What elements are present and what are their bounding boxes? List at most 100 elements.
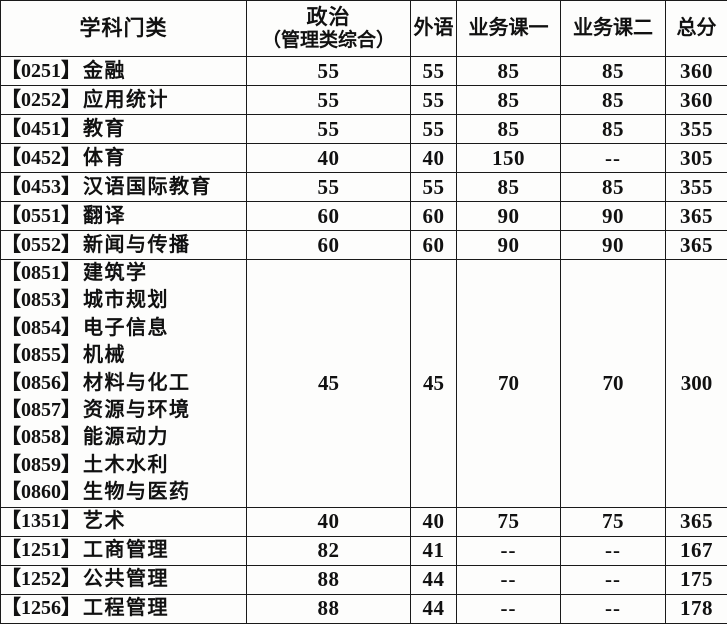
foreign-score: 60 (411, 202, 457, 231)
total-score: 365 (666, 507, 727, 536)
subject-label: 【1351】艺术 (1, 507, 247, 536)
total-score: 360 (666, 86, 727, 115)
foreign-score: 41 (411, 536, 457, 565)
list-item: 【0859】土木水利 (1, 452, 246, 479)
subject-name: 机械 (83, 344, 126, 366)
subject-code: 【0851】 (1, 262, 81, 284)
professional-two-score: 70 (561, 260, 666, 508)
foreign-score: 44 (411, 565, 457, 594)
politics-score: 88 (247, 565, 411, 594)
professional-one-score: 70 (457, 260, 561, 508)
table-row: 【1252】公共管理 88 44 -- -- 175 (1, 565, 727, 594)
subject-name: 体育 (83, 147, 126, 169)
table-row: 【0252】应用统计 55 55 85 85 360 (1, 86, 727, 115)
subject-label: 【0451】教育 (1, 115, 247, 144)
header-professional-one: 业务课一 (457, 1, 561, 57)
subject-label: 【1256】工程管理 (1, 594, 247, 623)
professional-two-score: -- (561, 144, 666, 173)
professional-two-score: 85 (561, 115, 666, 144)
subject-code: 【0251】 (1, 60, 81, 82)
foreign-score: 55 (411, 57, 457, 86)
subject-name: 工程管理 (83, 597, 169, 619)
subject-code: 【0855】 (1, 344, 81, 366)
professional-two-score: 85 (561, 86, 666, 115)
politics-score: 55 (247, 86, 411, 115)
subject-code: 【0252】 (1, 89, 81, 111)
politics-score: 82 (247, 536, 411, 565)
subject-code: 【1251】 (1, 539, 81, 561)
subject-name: 应用统计 (83, 89, 169, 111)
foreign-score: 40 (411, 507, 457, 536)
professional-two-score: -- (561, 594, 666, 623)
subject-code: 【0860】 (1, 481, 81, 503)
politics-score: 60 (247, 231, 411, 260)
table-row: 【0552】新闻与传播 60 60 90 90 365 (1, 231, 727, 260)
politics-score: 88 (247, 594, 411, 623)
total-score: 360 (666, 57, 727, 86)
subject-label: 【0552】新闻与传播 (1, 231, 247, 260)
professional-two-score: 90 (561, 202, 666, 231)
header-row: 学科门类 政治 （管理类综合） 外语 业务课一 业务课二 总分 (1, 1, 727, 57)
politics-score: 45 (247, 260, 411, 508)
politics-score: 55 (247, 173, 411, 202)
table-body: 【0251】金融 55 55 85 85 360 【0252】应用统计 55 5… (1, 57, 727, 624)
politics-score: 40 (247, 507, 411, 536)
table-row: 【1251】工商管理 82 41 -- -- 167 (1, 536, 727, 565)
header-total-score: 总分 (666, 1, 727, 57)
header-politics-main: 政治 (307, 5, 351, 29)
professional-one-score: 90 (457, 231, 561, 260)
foreign-score: 44 (411, 594, 457, 623)
merged-subject-list: 【0851】建筑学 【0853】城市规划 【0854】电子信息 【0855】机械… (1, 260, 247, 508)
professional-one-score: 85 (457, 173, 561, 202)
subject-name: 城市规划 (83, 289, 169, 311)
subject-code: 【0857】 (1, 399, 81, 421)
subject-code: 【0551】 (1, 205, 81, 227)
foreign-score: 55 (411, 115, 457, 144)
subject-label: 【0251】金融 (1, 57, 247, 86)
total-score: 178 (666, 594, 727, 623)
list-item: 【0860】生物与医药 (1, 479, 246, 506)
discipline-list: 【0851】建筑学 【0853】城市规划 【0854】电子信息 【0855】机械… (1, 260, 246, 507)
subject-name: 资源与环境 (83, 399, 191, 421)
professional-one-score: -- (457, 565, 561, 594)
foreign-score: 55 (411, 173, 457, 202)
subject-name: 材料与化工 (83, 372, 191, 394)
table-row: 【0451】教育 55 55 85 85 355 (1, 115, 727, 144)
list-item: 【0856】材料与化工 (1, 370, 246, 397)
total-score: 300 (666, 260, 727, 508)
subject-code: 【0853】 (1, 289, 81, 311)
subject-label: 【1251】工商管理 (1, 536, 247, 565)
total-score: 365 (666, 202, 727, 231)
foreign-score: 60 (411, 231, 457, 260)
subject-code: 【0552】 (1, 234, 81, 256)
total-score: 365 (666, 231, 727, 260)
table-row: 【0452】体育 40 40 150 -- 305 (1, 144, 727, 173)
subject-name: 土木水利 (83, 454, 169, 476)
total-score: 355 (666, 173, 727, 202)
subject-code: 【0858】 (1, 426, 81, 448)
table-row: 【0251】金融 55 55 85 85 360 (1, 57, 727, 86)
table-row: 【1256】工程管理 88 44 -- -- 178 (1, 594, 727, 623)
subject-code: 【0859】 (1, 454, 81, 476)
professional-one-score: -- (457, 536, 561, 565)
politics-score: 60 (247, 202, 411, 231)
list-item: 【0853】城市规划 (1, 287, 246, 314)
subject-code: 【0453】 (1, 176, 81, 198)
foreign-score: 40 (411, 144, 457, 173)
foreign-score: 45 (411, 260, 457, 508)
subject-name: 翻译 (83, 205, 126, 227)
subject-name: 工商管理 (83, 539, 169, 561)
professional-two-score: 90 (561, 231, 666, 260)
table-header: 学科门类 政治 （管理类综合） 外语 业务课一 业务课二 总分 (1, 1, 727, 57)
politics-score: 55 (247, 115, 411, 144)
subject-name: 能源动力 (83, 426, 169, 448)
professional-two-score: 85 (561, 173, 666, 202)
subject-name: 新闻与传播 (83, 234, 191, 256)
subject-code: 【0451】 (1, 118, 81, 140)
table-row-merged-engineering: 【0851】建筑学 【0853】城市规划 【0854】电子信息 【0855】机械… (1, 260, 727, 508)
subject-code: 【0452】 (1, 147, 81, 169)
subject-name: 艺术 (83, 510, 126, 532)
subject-name: 电子信息 (83, 317, 169, 339)
subject-label: 【0452】体育 (1, 144, 247, 173)
